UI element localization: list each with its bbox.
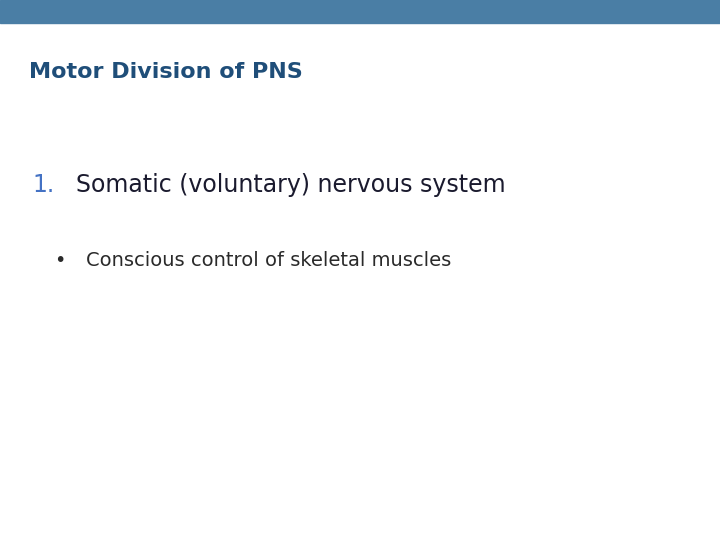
Text: 1.: 1. bbox=[32, 173, 55, 197]
Text: Conscious control of skeletal muscles: Conscious control of skeletal muscles bbox=[86, 251, 451, 270]
Text: Motor Division of PNS: Motor Division of PNS bbox=[29, 62, 302, 82]
Text: Somatic (voluntary) nervous system: Somatic (voluntary) nervous system bbox=[76, 173, 505, 197]
Text: •: • bbox=[54, 251, 66, 270]
Bar bbox=[0, 0, 720, 23]
